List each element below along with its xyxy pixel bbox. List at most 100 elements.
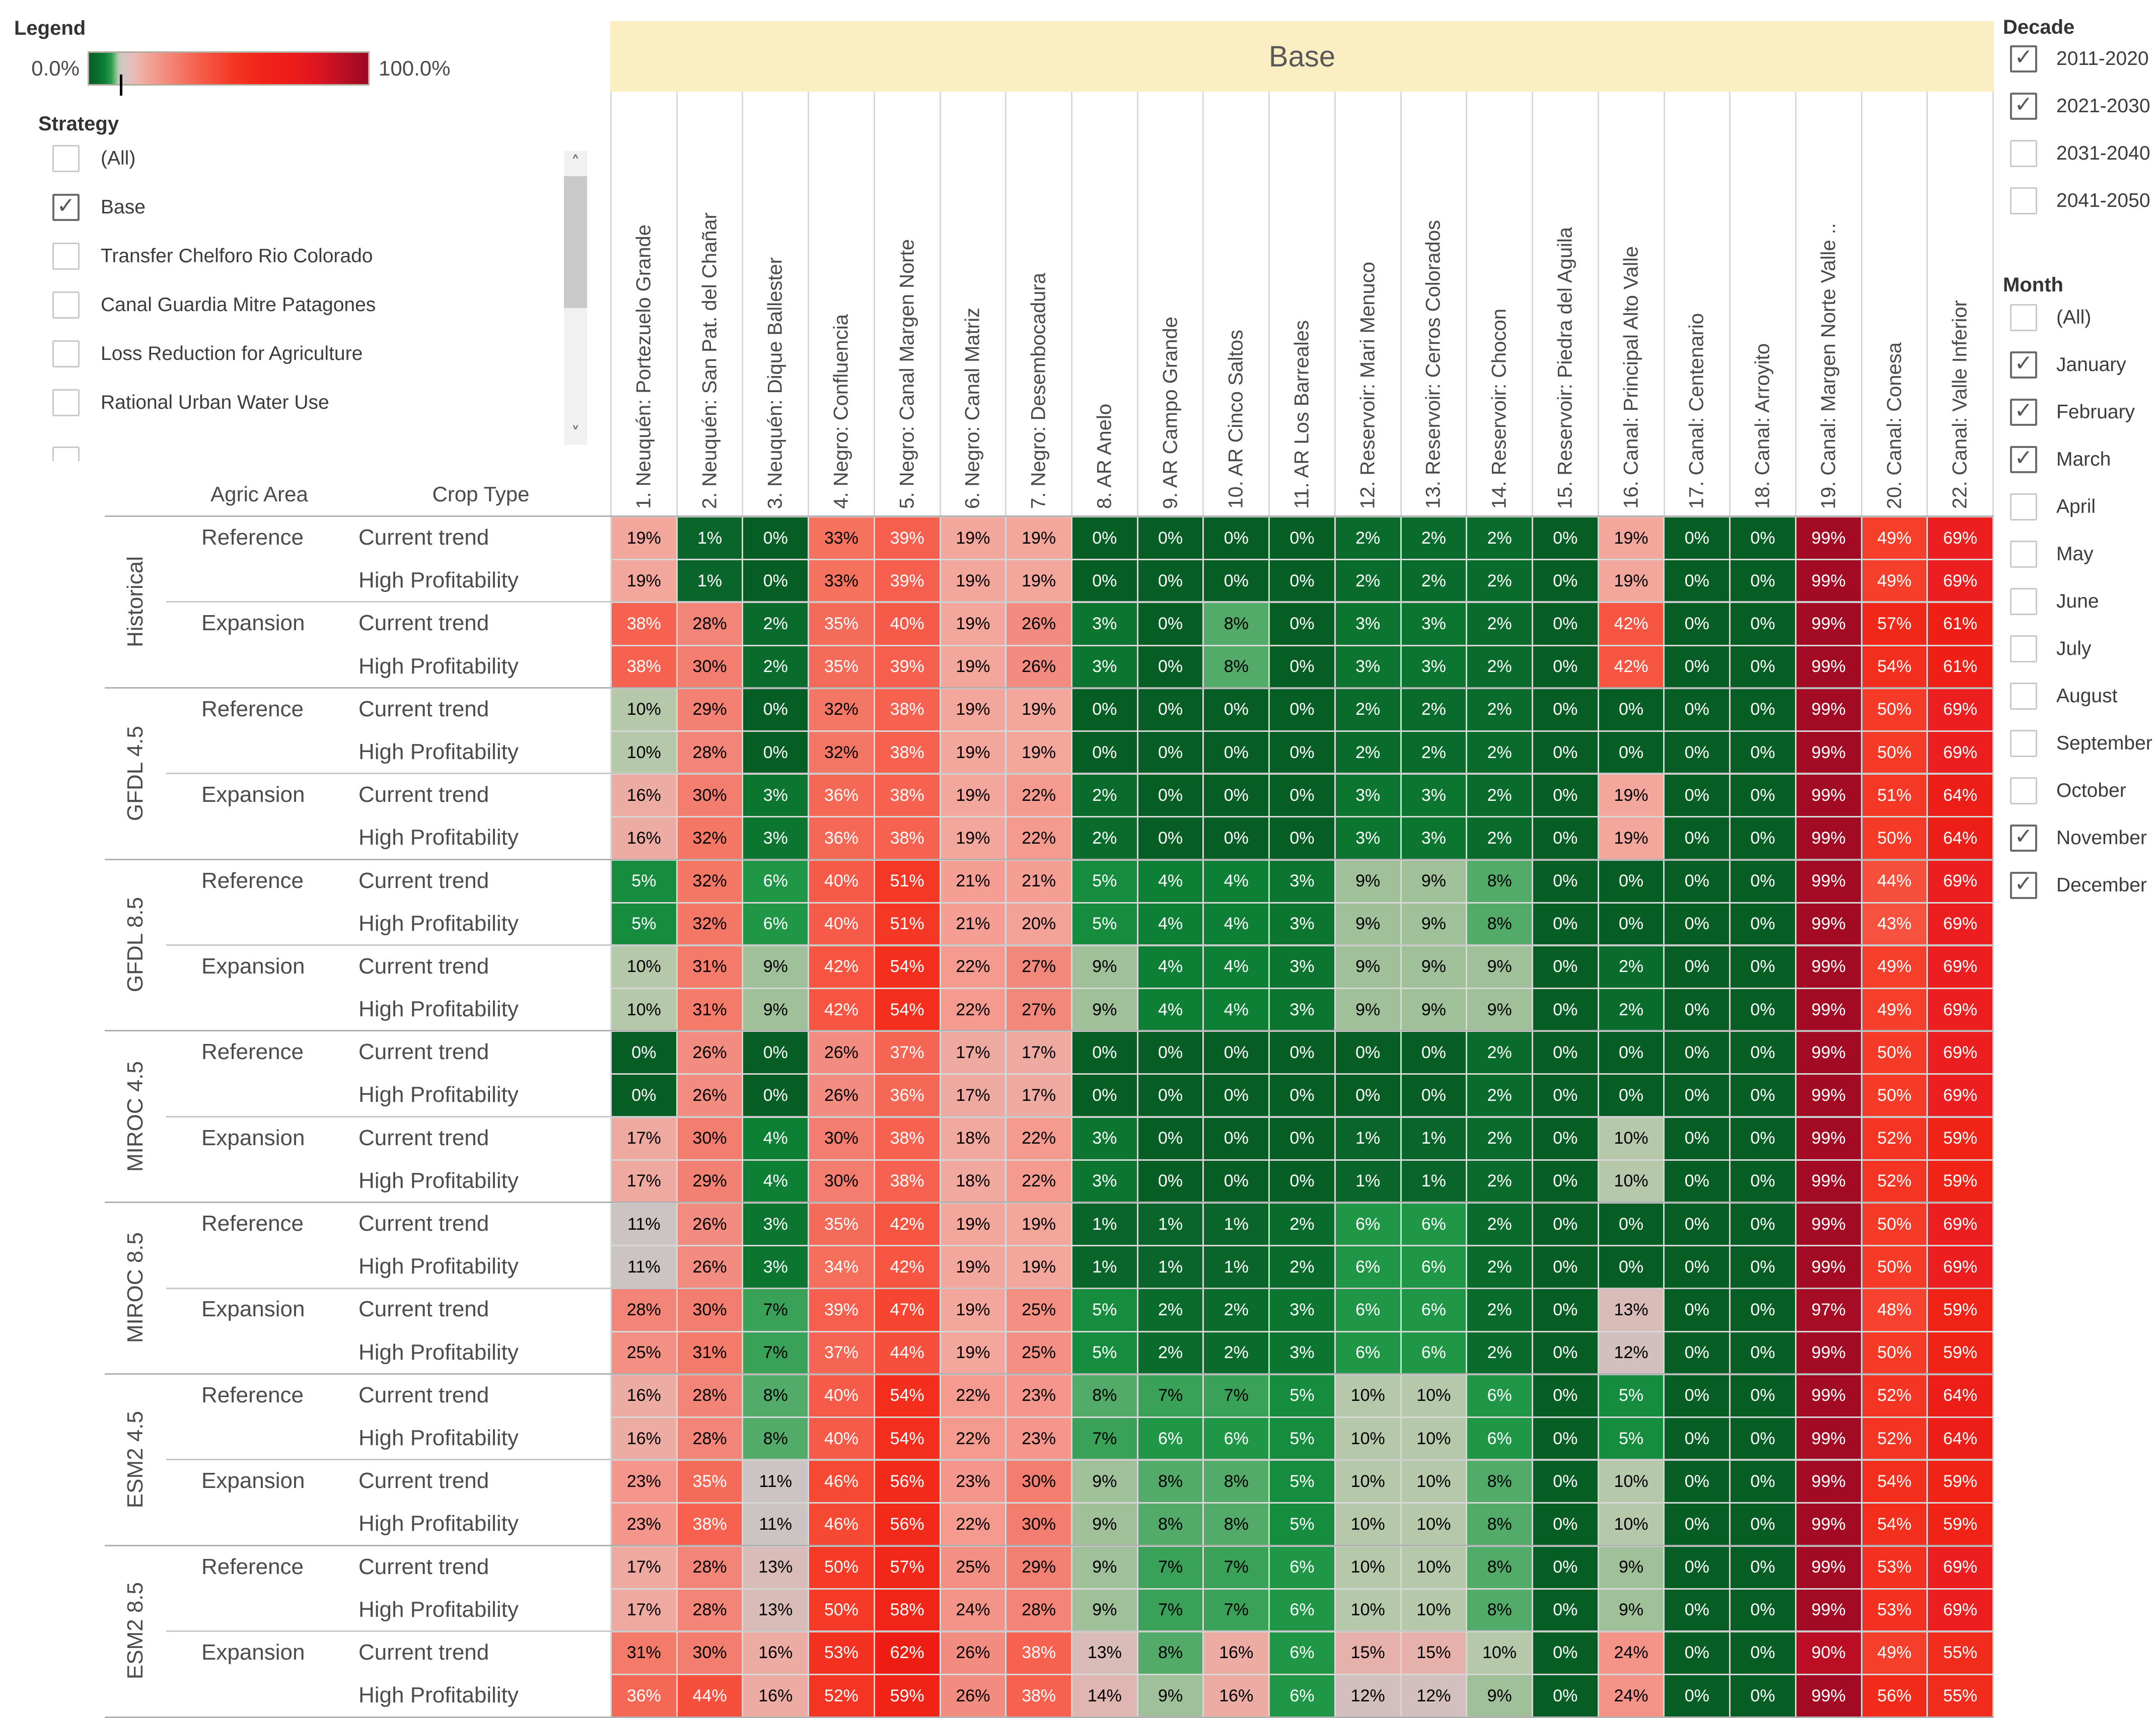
heatmap-cell[interactable]: 0% xyxy=(1599,689,1665,732)
heatmap-cell[interactable]: 2% xyxy=(1401,731,1468,775)
heatmap-cell[interactable]: 0% xyxy=(1270,603,1336,646)
heatmap-cell[interactable]: 16% xyxy=(612,1375,678,1418)
heatmap-cell[interactable]: 99% xyxy=(1796,1675,1862,1718)
heatmap-cell[interactable]: 3% xyxy=(743,775,810,818)
heatmap-cell[interactable]: 0% xyxy=(743,1032,810,1075)
checkbox[interactable] xyxy=(2010,187,2037,214)
heatmap-cell[interactable]: 0% xyxy=(1270,817,1336,861)
heatmap-cell[interactable]: 2% xyxy=(743,646,810,689)
heatmap-cell[interactable]: 0% xyxy=(1533,1375,1599,1418)
heatmap-cell[interactable]: 0% xyxy=(1533,860,1599,904)
heatmap-cell[interactable]: 0% xyxy=(1665,1504,1731,1547)
heatmap-cell[interactable]: 42% xyxy=(809,989,875,1032)
heatmap-cell[interactable]: 2% xyxy=(1467,1246,1533,1290)
heatmap-cell[interactable]: 0% xyxy=(1599,1032,1665,1075)
heatmap-cell[interactable]: 61% xyxy=(1928,603,1994,646)
month-item-may[interactable]: May xyxy=(2010,541,2155,568)
heatmap-cell[interactable]: 6% xyxy=(1401,1289,1468,1332)
heatmap-cell[interactable]: 49% xyxy=(1862,946,1928,990)
heatmap-cell[interactable]: 55% xyxy=(1928,1675,1994,1718)
month-item-label[interactable]: October xyxy=(2056,780,2126,801)
heatmap-cell[interactable]: 99% xyxy=(1796,860,1862,904)
heatmap-cell[interactable]: 19% xyxy=(941,817,1007,861)
heatmap-cell[interactable]: 69% xyxy=(1928,689,1994,732)
month-item-july[interactable]: July xyxy=(2010,635,2155,662)
heatmap-cell[interactable]: 19% xyxy=(941,1246,1007,1290)
heatmap-cell[interactable]: 2% xyxy=(1467,646,1533,689)
heatmap-cell[interactable]: 36% xyxy=(875,1075,941,1118)
heatmap-cell[interactable]: 13% xyxy=(743,1546,810,1590)
heatmap-cell[interactable]: 23% xyxy=(941,1461,1007,1504)
checkbox[interactable] xyxy=(2010,541,2037,568)
heatmap-cell[interactable]: 0% xyxy=(1599,1075,1665,1118)
heatmap-cell[interactable]: 1% xyxy=(1401,1160,1468,1204)
checkbox[interactable]: ✓ xyxy=(2010,44,2037,72)
heatmap-cell[interactable]: 18% xyxy=(941,1160,1007,1204)
heatmap-cell[interactable]: 3% xyxy=(1401,646,1468,689)
heatmap-cell[interactable]: 0% xyxy=(1731,1332,1796,1375)
heatmap-cell[interactable]: 10% xyxy=(1401,1417,1468,1461)
heatmap-cell[interactable]: 9% xyxy=(1138,1675,1204,1718)
heatmap-cell[interactable]: 69% xyxy=(1928,860,1994,904)
heatmap-cell[interactable]: 0% xyxy=(1731,1461,1796,1504)
heatmap-cell[interactable]: 2% xyxy=(1467,817,1533,861)
heatmap-cell[interactable]: 0% xyxy=(1665,1289,1731,1332)
heatmap-cell[interactable]: 19% xyxy=(1007,1246,1072,1290)
heatmap-cell[interactable]: 9% xyxy=(1072,1461,1138,1504)
heatmap-cell[interactable]: 19% xyxy=(941,603,1007,646)
heatmap-cell[interactable]: 29% xyxy=(1007,1546,1072,1590)
heatmap-cell[interactable]: 0% xyxy=(1401,1075,1468,1118)
heatmap-cell[interactable]: 0% xyxy=(1665,1204,1731,1247)
heatmap-cell[interactable]: 19% xyxy=(1599,560,1665,604)
strategy-item-rational-urban-water-use[interactable]: Rational Urban Water Use xyxy=(45,389,554,416)
heatmap-cell[interactable]: 13% xyxy=(1072,1632,1138,1676)
strategy-item-loss-reduction-for-agriculture[interactable]: Loss Reduction for Agriculture xyxy=(45,340,554,367)
heatmap-cell[interactable]: 1% xyxy=(1138,1246,1204,1290)
heatmap-cell[interactable]: 99% xyxy=(1796,603,1862,646)
heatmap-cell[interactable]: 50% xyxy=(809,1589,875,1632)
heatmap-cell[interactable]: 9% xyxy=(1335,903,1402,946)
heatmap-cell[interactable]: 69% xyxy=(1928,946,1994,990)
heatmap-cell[interactable]: 0% xyxy=(1665,646,1731,689)
heatmap-cell[interactable]: 6% xyxy=(743,860,810,904)
heatmap-cell[interactable]: 0% xyxy=(1731,946,1796,990)
heatmap-cell[interactable]: 8% xyxy=(1467,860,1533,904)
heatmap-cell[interactable]: 6% xyxy=(1138,1417,1204,1461)
heatmap-cell[interactable]: 0% xyxy=(1533,560,1599,604)
heatmap-cell[interactable]: 33% xyxy=(809,517,875,561)
heatmap-cell[interactable]: 6% xyxy=(743,903,810,946)
heatmap-cell[interactable]: 11% xyxy=(612,1204,678,1247)
heatmap-cell[interactable]: 8% xyxy=(1138,1504,1204,1547)
heatmap-cell[interactable]: 40% xyxy=(809,860,875,904)
heatmap-cell[interactable]: 10% xyxy=(612,689,678,732)
heatmap-cell[interactable]: 0% xyxy=(1270,1160,1336,1204)
heatmap-cell[interactable]: 0% xyxy=(1665,775,1731,818)
heatmap-cell[interactable]: 0% xyxy=(1533,1117,1599,1161)
heatmap-cell[interactable]: 0% xyxy=(1665,1375,1731,1418)
heatmap-cell[interactable]: 54% xyxy=(875,1375,941,1418)
heatmap-cell[interactable]: 0% xyxy=(1731,775,1796,818)
heatmap-cell[interactable]: 0% xyxy=(1731,1375,1796,1418)
heatmap-cell[interactable]: 3% xyxy=(1335,775,1402,818)
heatmap-cell[interactable]: 5% xyxy=(612,903,678,946)
strategy-item-base[interactable]: ✓ Base xyxy=(45,193,554,221)
heatmap-cell[interactable]: 0% xyxy=(1665,989,1731,1032)
heatmap-cell[interactable]: 34% xyxy=(809,1246,875,1290)
heatmap-cell[interactable]: 28% xyxy=(677,731,744,775)
heatmap-cell[interactable]: 16% xyxy=(612,817,678,861)
heatmap-cell[interactable]: 30% xyxy=(809,1117,875,1161)
heatmap-cell[interactable]: 32% xyxy=(677,860,744,904)
heatmap-cell[interactable]: 7% xyxy=(1138,1589,1204,1632)
heatmap-cell[interactable]: 69% xyxy=(1928,731,1994,775)
heatmap-cell[interactable]: 10% xyxy=(1401,1546,1468,1590)
heatmap-cell[interactable]: 3% xyxy=(1072,1160,1138,1204)
heatmap-cell[interactable]: 0% xyxy=(1204,1117,1270,1161)
heatmap-cell[interactable]: 0% xyxy=(1665,1032,1731,1075)
heatmap-cell[interactable]: 69% xyxy=(1928,1032,1994,1075)
heatmap-cell[interactable]: 30% xyxy=(677,646,744,689)
month-item--all-[interactable]: (All) xyxy=(2010,304,2155,331)
heatmap-cell[interactable]: 19% xyxy=(1007,1204,1072,1247)
heatmap-cell[interactable]: 0% xyxy=(1665,1332,1731,1375)
heatmap-cell[interactable]: 38% xyxy=(875,1117,941,1161)
heatmap-cell[interactable]: 40% xyxy=(809,1417,875,1461)
